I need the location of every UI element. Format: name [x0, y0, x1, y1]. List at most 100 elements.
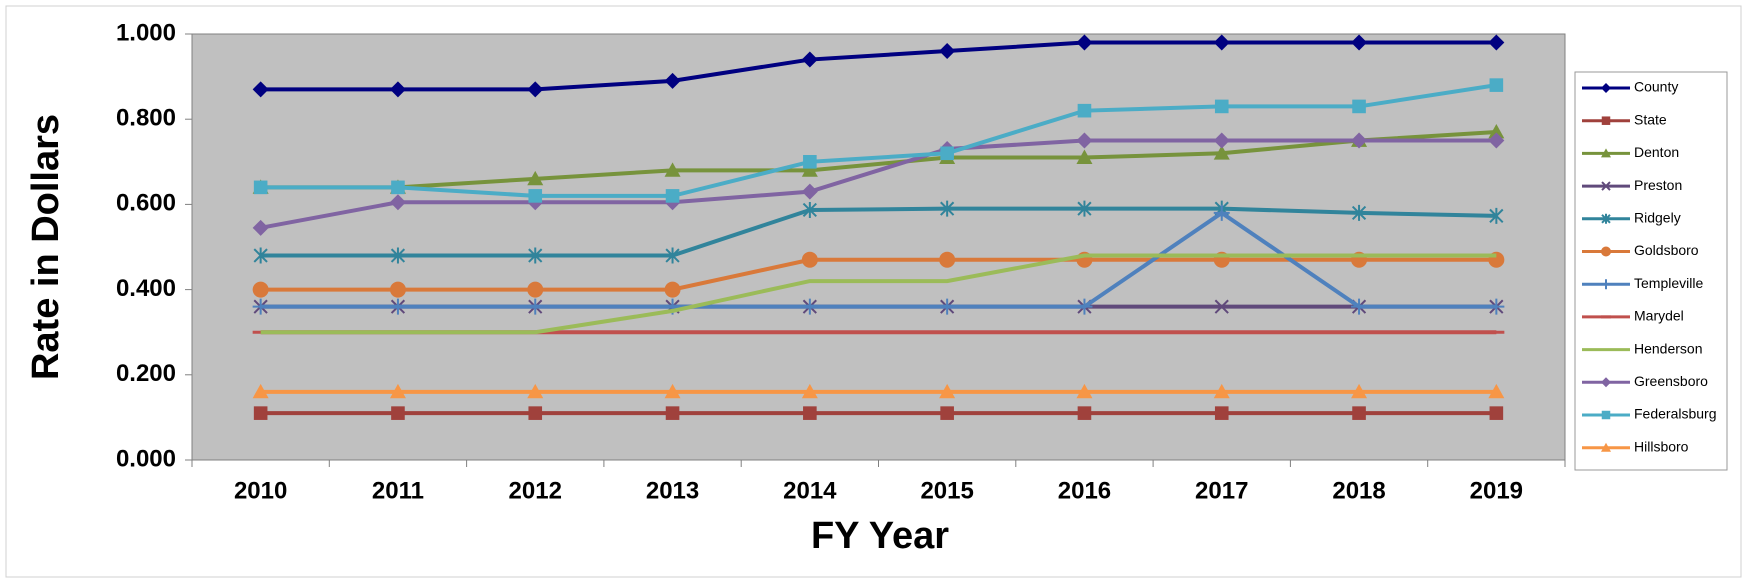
x-tick-label: 2014 — [783, 477, 837, 504]
marker — [939, 43, 956, 60]
marker — [390, 247, 406, 264]
marker — [527, 281, 544, 298]
x-tick-label: 2011 — [372, 477, 424, 504]
marker — [1601, 377, 1611, 388]
marker — [527, 170, 544, 186]
marker — [1601, 246, 1611, 257]
marker — [1214, 99, 1229, 114]
marker — [1601, 83, 1611, 93]
marker — [939, 298, 956, 315]
x-tick-label: 2010 — [234, 477, 287, 504]
x-tick-label: 2016 — [1058, 477, 1111, 504]
y-tick-label: 0.400 — [116, 275, 176, 302]
marker — [664, 72, 681, 89]
marker — [389, 383, 406, 399]
marker — [528, 247, 543, 264]
legend-label: Templeville — [1634, 275, 1703, 291]
marker — [1076, 132, 1093, 149]
marker — [1076, 298, 1093, 315]
series-line — [260, 129, 1497, 190]
marker — [1601, 181, 1611, 191]
series-line — [260, 253, 1497, 335]
marker — [1076, 149, 1093, 164]
series-line — [260, 40, 1497, 92]
legend-label: Federalsburg — [1634, 406, 1717, 422]
marker — [1488, 123, 1505, 139]
marker — [1489, 78, 1504, 92]
marker — [1488, 298, 1505, 315]
marker — [527, 383, 544, 399]
marker — [1214, 406, 1229, 420]
marker — [1601, 442, 1611, 452]
marker — [665, 247, 680, 264]
marker — [1352, 99, 1366, 114]
marker — [1351, 204, 1367, 221]
marker — [253, 180, 268, 195]
marker — [939, 383, 956, 399]
y-tick-label: 1.000 — [116, 19, 176, 46]
marker — [528, 189, 543, 203]
x-tick-label: 2019 — [1470, 477, 1523, 504]
marker — [391, 406, 405, 420]
marker — [1213, 34, 1230, 51]
marker — [939, 251, 956, 268]
marker — [1489, 406, 1504, 420]
marker — [528, 406, 543, 420]
legend-label: Denton — [1634, 144, 1679, 160]
x-axis-title: FY Year — [811, 515, 949, 557]
marker — [1077, 406, 1092, 420]
marker — [253, 406, 268, 420]
y-axis-title: Rate in Dollars — [25, 114, 67, 380]
marker — [1601, 148, 1611, 158]
legend-label: Greensboro — [1634, 373, 1708, 389]
legend-label: Ridgely — [1634, 210, 1681, 226]
marker — [801, 183, 818, 200]
marker — [527, 81, 544, 98]
marker — [1488, 383, 1505, 399]
marker — [1076, 34, 1093, 51]
marker — [665, 406, 680, 420]
marker — [1213, 145, 1230, 160]
marker — [801, 298, 818, 315]
marker — [389, 194, 406, 211]
marker — [940, 406, 954, 420]
legend-label: Marydel — [1634, 308, 1684, 324]
marker — [801, 162, 818, 177]
marker — [801, 251, 818, 268]
marker — [664, 162, 681, 177]
marker — [1213, 204, 1230, 221]
series-line — [260, 138, 1497, 230]
marker — [1351, 383, 1368, 399]
marker — [1077, 200, 1092, 217]
marker — [803, 406, 817, 420]
marker — [1489, 207, 1504, 224]
series-line — [260, 83, 1497, 198]
marker — [1351, 298, 1368, 315]
marker — [1213, 132, 1230, 149]
x-tick-label: 2018 — [1332, 477, 1385, 504]
legend-label: Hillsboro — [1634, 438, 1689, 454]
legend-label: State — [1634, 111, 1667, 127]
legend-label: Henderson — [1634, 340, 1703, 356]
marker — [664, 383, 681, 399]
marker — [664, 281, 681, 298]
marker — [1214, 299, 1229, 314]
legend-label: County — [1634, 79, 1678, 95]
marker — [252, 383, 269, 399]
marker — [252, 81, 269, 98]
marker — [527, 298, 544, 315]
marker — [1488, 132, 1505, 149]
marker — [1352, 406, 1366, 420]
y-tick-label: 0.600 — [116, 190, 176, 217]
marker — [389, 281, 406, 298]
marker — [1601, 410, 1611, 420]
y-tick-label: 0.000 — [116, 445, 176, 472]
marker — [801, 383, 818, 399]
marker — [802, 201, 817, 218]
marker — [1601, 213, 1611, 224]
marker — [1351, 34, 1368, 51]
marker — [391, 180, 405, 195]
marker — [665, 189, 680, 203]
y-tick-label: 0.200 — [116, 360, 176, 387]
